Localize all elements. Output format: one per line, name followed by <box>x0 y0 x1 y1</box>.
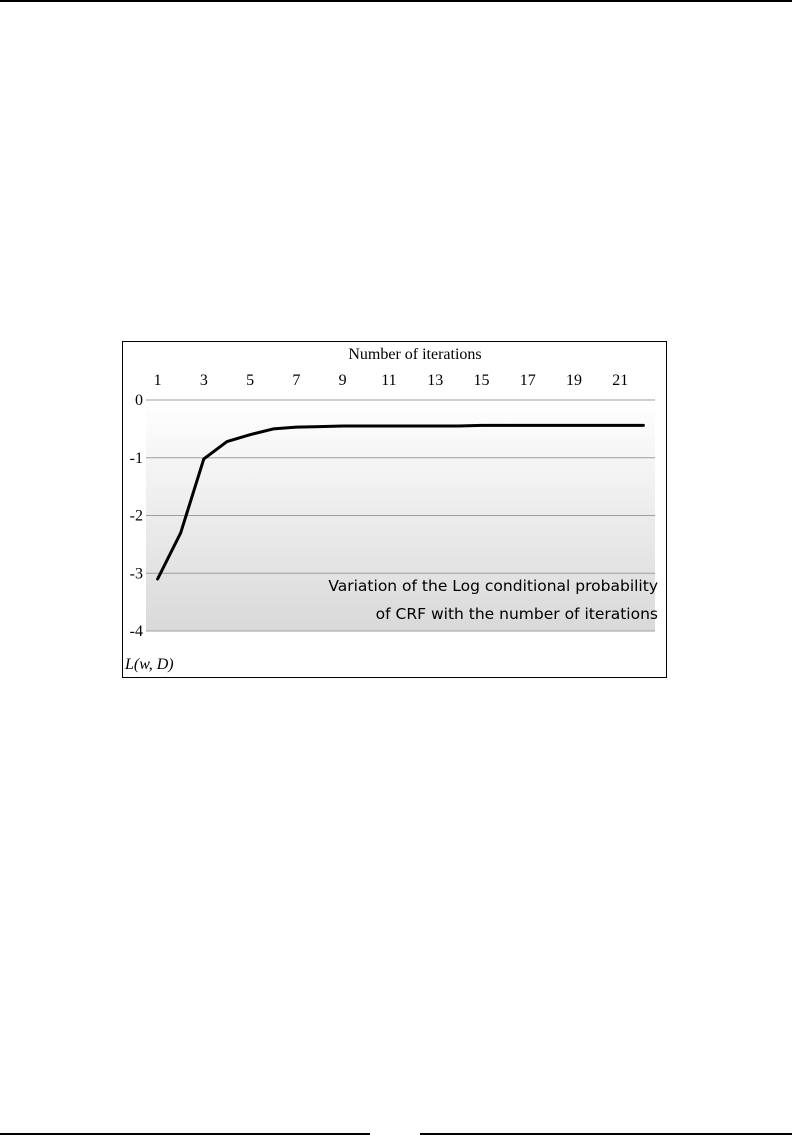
page-bottom-rule-right <box>420 1133 792 1135</box>
line-chart: 1 3 5 7 9 11 13 15 17 19 21 0-1-2-3-4 Number of it… <box>124 346 658 673</box>
x-tick-label: 3 <box>200 372 208 389</box>
annotation-line-2: of CRF with the number of iterations <box>376 605 658 623</box>
annotation-line-1: Variation of the Log conditional probabi… <box>328 577 658 595</box>
x-tick-label: 11 <box>381 372 396 389</box>
y-axis-title: L(w, D) <box>124 656 174 673</box>
x-tick-label: 15 <box>473 372 489 389</box>
y-tick-labels: 0 -1 -2 -3 -4 <box>130 392 143 640</box>
x-axis-title: Number of iterations <box>348 346 481 363</box>
x-tick-label: 19 <box>566 372 582 389</box>
chart-frame: 1 3 5 7 9 11 13 15 17 19 21 0 -1 -2 -3 -4 Number of it… <box>122 341 667 678</box>
y-tick-label: -4 <box>130 623 143 640</box>
page-bottom-rule-left <box>0 1133 370 1135</box>
x-tick-labels: 1 3 5 7 9 11 13 15 17 19 21 <box>154 372 629 389</box>
annotation: Variation of the Log conditional probabi… <box>328 577 658 623</box>
series-line <box>156 423 645 581</box>
x-tick-label: 1 <box>154 372 162 389</box>
y-tick-label: -3 <box>130 565 143 582</box>
x-tick-label: 13 <box>427 372 443 389</box>
x-tick-label: 21 <box>612 372 628 389</box>
x-tick-label: 9 <box>339 372 347 389</box>
page-top-rule <box>0 0 792 2</box>
x-tick-label: 17 <box>520 372 536 389</box>
x-tick-label: 5 <box>246 372 254 389</box>
series-layer <box>156 423 645 581</box>
y-tick-label: -2 <box>130 508 143 525</box>
gridlines <box>146 399 655 632</box>
x-tick-label: 7 <box>292 372 300 389</box>
y-tick-label: -1 <box>130 450 143 467</box>
y-tick-label: 0 <box>135 392 143 409</box>
